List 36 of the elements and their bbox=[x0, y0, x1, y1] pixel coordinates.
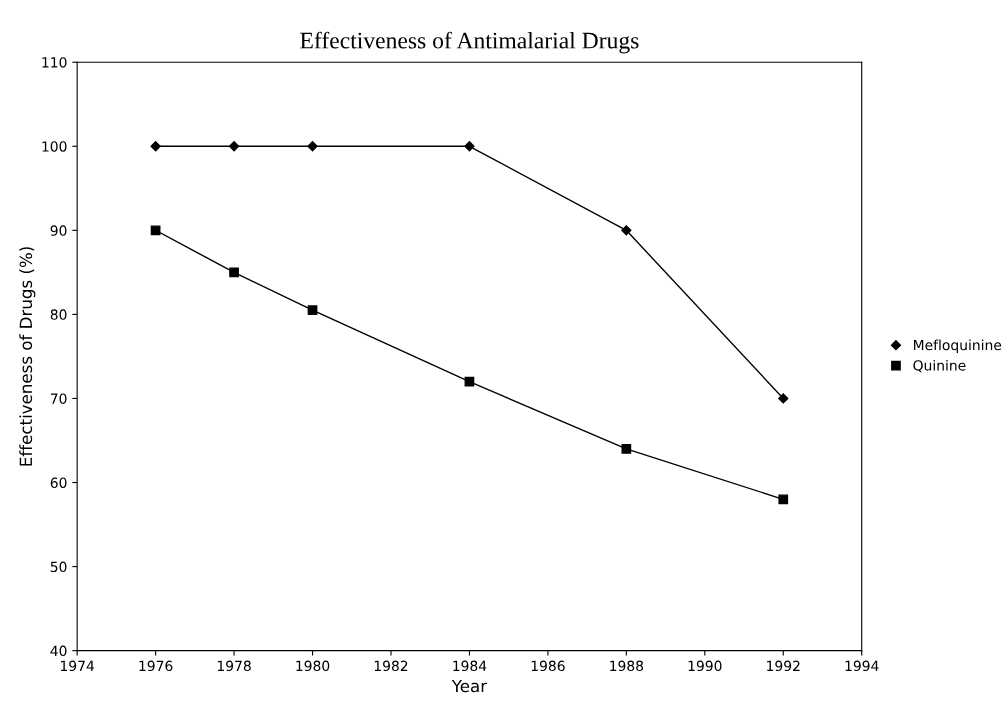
x-tick-label: 1980 bbox=[296, 660, 330, 672]
point bbox=[229, 267, 239, 278]
x-tick-label: 1974 bbox=[61, 660, 95, 672]
point bbox=[464, 376, 475, 387]
y-axis-title: Effectiveness of Drugs (%) bbox=[19, 247, 36, 466]
point bbox=[464, 141, 475, 152]
point bbox=[778, 494, 789, 505]
x-tick-label: 1994 bbox=[845, 660, 879, 672]
point bbox=[228, 141, 240, 152]
x-tick-label: 1984 bbox=[453, 660, 487, 672]
y-tick-label: 110 bbox=[42, 57, 67, 68]
point bbox=[307, 141, 318, 152]
x-tick-label: 1990 bbox=[688, 660, 722, 672]
chart-title: Effectiveness of Antimalarial Drugs bbox=[300, 31, 639, 54]
x-tick-label: 1976 bbox=[139, 660, 173, 672]
point bbox=[150, 225, 161, 236]
x-tick-label: 1988 bbox=[610, 660, 644, 672]
point bbox=[621, 444, 632, 454]
legend-label: Quinine bbox=[913, 359, 966, 373]
x-tick-label: 1986 bbox=[531, 660, 565, 672]
x-axis-title: Year bbox=[451, 679, 488, 693]
y-tick-label: 70 bbox=[50, 393, 67, 404]
point bbox=[778, 393, 789, 404]
x-tick-label: 1978 bbox=[217, 660, 251, 672]
legend-label: Mefloquinine bbox=[913, 339, 1002, 353]
y-tick-label: 50 bbox=[50, 561, 67, 573]
point bbox=[150, 141, 161, 152]
y-tick-label: 100 bbox=[42, 141, 67, 152]
y-tick-label: 90 bbox=[50, 225, 67, 236]
point bbox=[621, 225, 632, 236]
y-tick-label: 80 bbox=[50, 309, 67, 320]
y-tick-label: 60 bbox=[50, 477, 67, 488]
x-tick-label: 1992 bbox=[767, 660, 800, 672]
x-tick-label: 1982 bbox=[374, 660, 408, 672]
point bbox=[307, 305, 318, 316]
y-tick-label: 40 bbox=[50, 645, 67, 657]
